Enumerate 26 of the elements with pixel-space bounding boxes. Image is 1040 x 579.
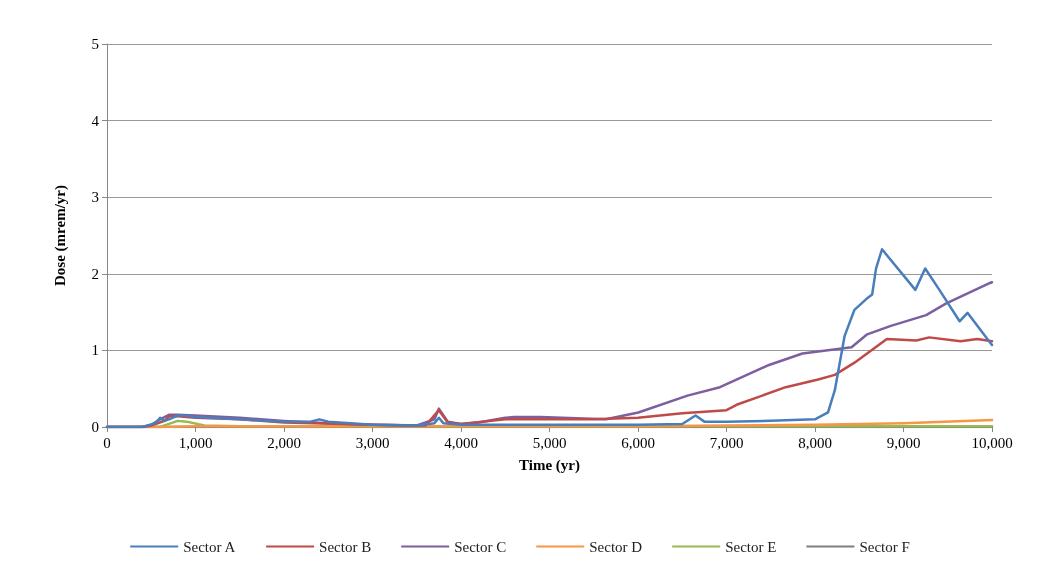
x-tick-label: 8,000 [798, 434, 832, 451]
legend-label: Sector B [319, 538, 372, 555]
y-tick-label: 3 [91, 189, 99, 206]
legend-label: Sector F [859, 538, 910, 555]
x-tick-label: 0 [103, 434, 111, 451]
x-tick-label: 7,000 [709, 434, 744, 451]
x-tick-label: 1,000 [178, 434, 213, 451]
x-tick-label: 9,000 [886, 434, 921, 451]
legend-label: Sector E [725, 538, 777, 555]
legend-label: Sector D [589, 538, 643, 555]
y-axis-title: Dose (mrem/yr) [51, 185, 69, 286]
x-tick-label: 2,000 [267, 434, 301, 451]
x-tick-label: 4,000 [444, 434, 478, 451]
y-tick-label: 5 [91, 36, 99, 52]
x-tick-label: 6,000 [621, 434, 655, 451]
x-axis-title: Time (yr) [519, 456, 580, 474]
legend-label: Sector A [183, 538, 236, 555]
x-tick-label: 10,000 [971, 434, 1013, 451]
x-tick-label: 5,000 [532, 434, 567, 451]
legend-label: Sector C [454, 538, 507, 555]
y-tick-label: 4 [91, 112, 100, 129]
y-tick-label: 1 [91, 342, 99, 359]
y-tick-label: 0 [91, 419, 99, 435]
line-series [105, 248, 994, 429]
y-tick-label: 2 [91, 265, 99, 282]
x-tick-label: 3,000 [355, 434, 390, 451]
